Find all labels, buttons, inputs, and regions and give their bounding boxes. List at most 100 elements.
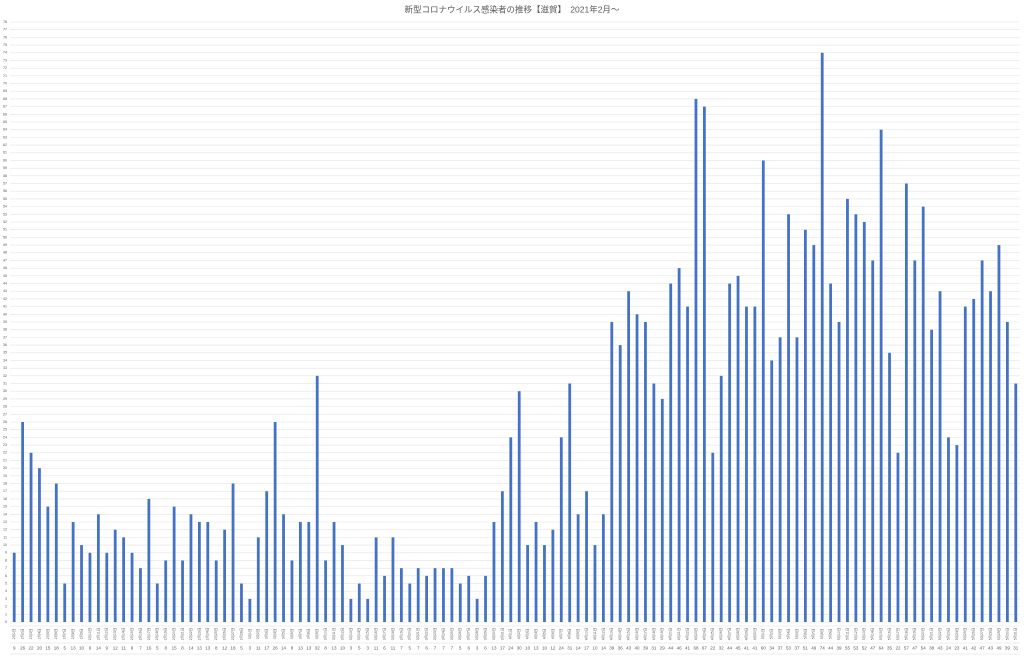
bar bbox=[189, 514, 193, 622]
x-tick-label: 3月6日 bbox=[290, 629, 294, 640]
table-value: 13 bbox=[491, 646, 497, 651]
bar bbox=[38, 468, 41, 622]
bar bbox=[559, 437, 563, 622]
bar bbox=[627, 291, 631, 622]
x-tick-label: 4月1日 bbox=[509, 629, 513, 640]
y-tick-label: 1 bbox=[5, 612, 7, 616]
x-tick-label: 4月24日 bbox=[702, 628, 706, 640]
bar bbox=[955, 445, 959, 622]
x-tick-label: 2月5日 bbox=[46, 629, 50, 640]
table-value: 3 bbox=[366, 646, 369, 651]
bar bbox=[1005, 322, 1009, 622]
bar bbox=[736, 275, 740, 622]
x-tick-label: 3月16日 bbox=[374, 628, 378, 640]
x-tick-label: 5月14日 bbox=[871, 628, 875, 640]
x-tick-label: 3月1日 bbox=[248, 629, 252, 640]
x-tick-label: 2月21日 bbox=[180, 628, 184, 640]
x-tick-label: 4月22日 bbox=[685, 628, 689, 640]
x-tick-label: 5月26日 bbox=[972, 628, 976, 640]
bar bbox=[896, 452, 900, 622]
table-value: 43 bbox=[988, 646, 994, 651]
y-tick-label: 44 bbox=[3, 281, 7, 285]
bar bbox=[820, 52, 824, 623]
table-value: 32 bbox=[315, 646, 321, 651]
x-tick-label: 3月9日 bbox=[315, 629, 319, 640]
y-tick-label: 20 bbox=[3, 466, 7, 470]
x-tick-label: 3月14日 bbox=[357, 628, 361, 640]
table-value: 5 bbox=[358, 646, 361, 651]
x-tick-label: 4月7日 bbox=[559, 629, 563, 640]
table-value: 57 bbox=[904, 646, 910, 651]
bar bbox=[54, 483, 58, 622]
y-tick-label: 5 bbox=[5, 581, 7, 585]
x-tick-label: 4月12日 bbox=[601, 628, 605, 640]
bar bbox=[593, 545, 597, 622]
bar bbox=[63, 583, 67, 622]
y-tick-label: 13 bbox=[3, 520, 7, 524]
bar bbox=[972, 298, 976, 622]
y-tick-label: 35 bbox=[3, 351, 7, 355]
bar bbox=[997, 245, 1001, 623]
x-tick-label: 3月17日 bbox=[382, 628, 386, 640]
bar bbox=[484, 575, 487, 622]
table-value: 47 bbox=[912, 646, 918, 651]
table-value: 39 bbox=[643, 646, 649, 651]
bar bbox=[761, 160, 765, 622]
bar bbox=[543, 545, 546, 622]
bar bbox=[1014, 383, 1018, 622]
y-tick-label: 40 bbox=[3, 312, 7, 316]
y-tick-label: 54 bbox=[3, 205, 7, 209]
x-tick-label: 5月31日 bbox=[1014, 628, 1018, 640]
table-value: 14 bbox=[96, 646, 102, 651]
table-value: 10 bbox=[525, 646, 531, 651]
table-value: 8 bbox=[181, 646, 184, 651]
x-tick-label: 3月30日 bbox=[492, 628, 496, 640]
bar bbox=[155, 583, 159, 622]
bar bbox=[408, 583, 412, 622]
y-tick-label: 6 bbox=[5, 574, 7, 578]
y-tick-label: 61 bbox=[3, 151, 7, 155]
x-tick-label: 2月16日 bbox=[138, 628, 142, 640]
table-value: 45 bbox=[736, 646, 742, 651]
bar bbox=[105, 552, 109, 622]
table-value: 11 bbox=[256, 646, 261, 651]
bar bbox=[290, 560, 294, 622]
x-tick-label: 2月23日 bbox=[197, 628, 201, 640]
x-tick-label: 5月22日 bbox=[938, 628, 942, 640]
x-tick-label: 5月23日 bbox=[946, 628, 950, 640]
table-value: 7 bbox=[417, 646, 420, 651]
bar bbox=[282, 514, 285, 622]
bar bbox=[492, 522, 496, 622]
x-tick-label: 5月17日 bbox=[896, 628, 900, 640]
bar bbox=[450, 568, 454, 622]
table-value: 5 bbox=[409, 646, 412, 651]
x-tick-label: 2月26日 bbox=[223, 628, 227, 640]
table-value: 5 bbox=[63, 646, 66, 651]
table-value: 31 bbox=[1013, 646, 1019, 651]
table-value: 14 bbox=[281, 646, 287, 651]
bar bbox=[357, 583, 361, 622]
y-tick-label: 30 bbox=[3, 389, 7, 393]
table-value: 13 bbox=[332, 646, 338, 651]
x-tick-label: 5月15日 bbox=[879, 628, 883, 640]
bar bbox=[753, 306, 757, 622]
table-value: 11 bbox=[374, 646, 379, 651]
x-tick-label: 2月28日 bbox=[239, 628, 243, 640]
bar bbox=[517, 391, 521, 622]
y-tick-label: 34 bbox=[3, 358, 7, 362]
x-tick-label: 5月24日 bbox=[955, 628, 959, 640]
table-value: 9 bbox=[13, 646, 16, 651]
table-value: 39 bbox=[837, 646, 843, 651]
table-value: 12 bbox=[113, 646, 119, 651]
table-value: 5 bbox=[156, 646, 159, 651]
x-tick-label: 2月14日 bbox=[122, 628, 126, 640]
bar bbox=[12, 552, 16, 622]
bar bbox=[80, 545, 83, 622]
y-tick-label: 36 bbox=[3, 343, 7, 347]
y-tick-label: 37 bbox=[3, 335, 7, 339]
bar bbox=[349, 598, 353, 622]
bar bbox=[702, 106, 706, 623]
y-tick-label: 56 bbox=[3, 189, 7, 193]
table-value: 41 bbox=[752, 646, 758, 651]
x-tick-label: 5月20日 bbox=[921, 628, 925, 640]
